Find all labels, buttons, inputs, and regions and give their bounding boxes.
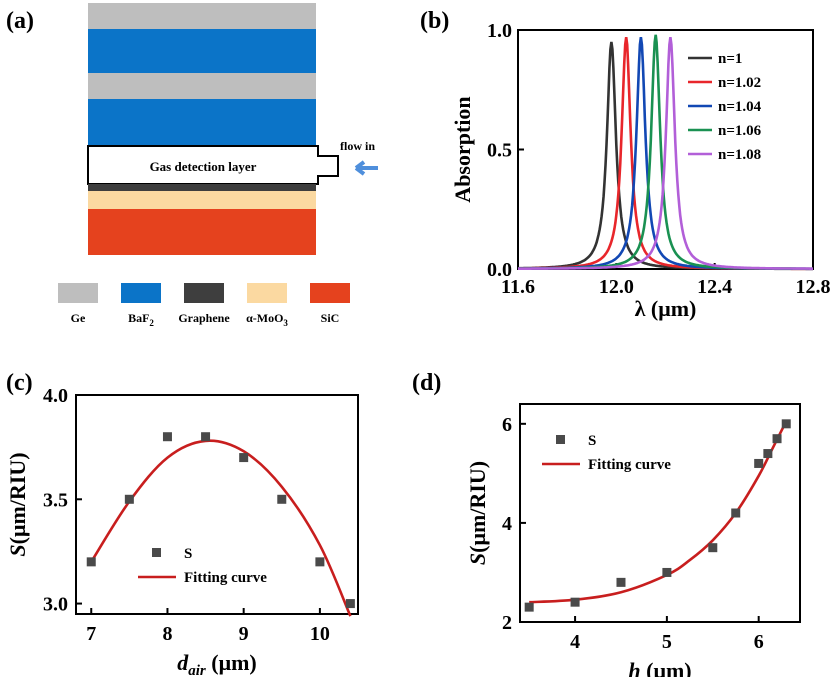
b-legend-label-4: n=1.08 <box>718 147 761 163</box>
d-data-point <box>570 597 580 607</box>
d-data-point <box>754 458 764 468</box>
d-legend-point-swatch <box>556 435 565 444</box>
b-xtick-label: 11.6 <box>501 276 535 298</box>
c-data-point <box>345 599 355 609</box>
d-xtick-label: 5 <box>662 631 672 653</box>
sensitivity-vs-dair-chart: 7 8 9 10 3.0 3.5 4.0 dair (μm) S(μm/RIU) S Fitting… <box>5 385 359 677</box>
ge-layer-2 <box>88 73 316 99</box>
d-data-point <box>772 434 782 444</box>
c-xtick-label: 9 <box>239 623 249 645</box>
d-legend-fit-label: Fitting curve <box>588 457 671 473</box>
b-x-axis-title: λ (μm) <box>635 296 697 321</box>
graphene-legend-label: Graphene <box>178 311 230 325</box>
d-legend-points-label: S <box>588 433 596 449</box>
moo3-legend-label: α-MoO3 <box>246 311 288 328</box>
d-data-point <box>524 602 534 612</box>
moo3-layer <box>88 191 316 209</box>
b-legend-label-2: n=1.04 <box>718 99 762 115</box>
sic-legend-label: SiC <box>321 311 340 325</box>
d-x-axis-title: h (μm) <box>628 658 691 677</box>
d-xtick-label: 6 <box>754 631 764 653</box>
graphene-swatch <box>184 283 224 303</box>
gas-detection-layer-label: Gas detection layer <box>150 159 257 174</box>
ge-legend-label: Ge <box>71 311 86 325</box>
b-ytick-label: 0.5 <box>487 140 512 162</box>
flow-in-label: flow in <box>340 139 375 153</box>
d-data-point <box>616 577 626 587</box>
panel-b: (b) 11.6 12.0 12.4 12.8 0.0 0.5 1.0 λ (μm) Absor… <box>420 8 831 321</box>
c-data-point <box>86 557 96 567</box>
baf2-layer-2 <box>88 99 316 146</box>
d-xtick-label: 4 <box>570 631 580 653</box>
graphene-layer <box>88 184 316 191</box>
material-legend: Ge BaF2 Graphene α-MoO3 SiC <box>58 283 350 328</box>
panel-b-label: (b) <box>420 8 449 34</box>
d-plot-frame <box>519 403 801 623</box>
c-legend-points-label: S <box>184 546 192 562</box>
c-x-axis-title: dair (μm) <box>177 650 256 677</box>
c-data-point <box>315 557 325 567</box>
d-ytick-label: 6 <box>502 414 512 436</box>
panel-a-label: (a) <box>6 8 34 34</box>
flow-arrow-icon <box>354 160 378 176</box>
c-y-axis-title: S(μm/RIU) <box>5 452 30 556</box>
sensitivity-vs-h-chart: 4 5 6 2 4 6 h (μm) S(μm/RIU) S Fitting curve <box>465 403 801 677</box>
b-series-line-4 <box>518 37 813 270</box>
d-y-axis-title: S(μm/RIU) <box>465 461 490 565</box>
d-fit-curve <box>529 420 788 604</box>
c-plot-frame <box>75 394 359 615</box>
b-legend-label-0: n=1 <box>718 51 742 67</box>
panel-c-label: (c) <box>6 370 33 396</box>
b-y-axis-title: Absorption <box>450 96 475 202</box>
b-xtick-label: 12.4 <box>697 276 732 298</box>
b-legend-label-1: n=1.02 <box>718 75 761 91</box>
c-ytick-label: 3.5 <box>43 489 68 511</box>
baf2-layer-1 <box>88 29 316 73</box>
c-legend-point-swatch <box>152 548 161 557</box>
moo3-swatch <box>247 283 287 303</box>
baf2-legend-label: BaF2 <box>128 311 154 328</box>
c-data-point <box>277 494 287 504</box>
c-ytick-label: 3.0 <box>43 594 68 616</box>
c-data-point <box>162 432 172 442</box>
d-data-point <box>662 567 672 577</box>
b-xtick-label: 12.8 <box>796 276 831 298</box>
c-data-point <box>201 432 211 442</box>
c-xtick-label: 10 <box>310 623 330 645</box>
panel-d: (d) 4 5 6 2 4 6 h (μm) S(μm/RIU) S Fitting curve <box>412 370 801 677</box>
c-xtick-label: 8 <box>162 623 172 645</box>
d-ytick-label: 4 <box>502 513 512 535</box>
b-ytick-label: 1.0 <box>487 20 512 42</box>
ge-swatch <box>58 283 98 303</box>
baf2-swatch <box>121 283 161 303</box>
sic-swatch <box>310 283 350 303</box>
panel-a: (a) Gas detection layer flow in Ge BaF2 … <box>6 3 378 328</box>
c-legend-fit-label: Fitting curve <box>184 570 267 586</box>
d-data-point <box>781 419 791 429</box>
b-legend-label-3: n=1.06 <box>718 123 762 139</box>
panel-c: (c) 7 8 9 10 3.0 3.5 4.0 dair (μm) S(μm/RIU) S Fit… <box>5 370 359 677</box>
b-ytick-label: 0.0 <box>487 259 512 281</box>
c-ytick-label: 4.0 <box>43 385 68 407</box>
c-data-point <box>124 494 134 504</box>
d-data-point <box>708 543 718 553</box>
d-ytick-label: 2 <box>502 612 512 634</box>
c-data-point <box>239 453 249 463</box>
sic-layer <box>88 209 316 255</box>
panel-d-label: (d) <box>412 370 441 396</box>
d-data-point <box>731 508 741 518</box>
d-data-point <box>763 449 773 459</box>
c-xtick-label: 7 <box>86 623 96 645</box>
absorption-chart: 11.6 12.0 12.4 12.8 0.0 0.5 1.0 λ (μm) Absorptio… <box>450 20 831 321</box>
ge-layer-1 <box>88 3 316 29</box>
c-fit-curve <box>90 439 352 617</box>
b-xtick-label: 12.0 <box>599 276 634 298</box>
